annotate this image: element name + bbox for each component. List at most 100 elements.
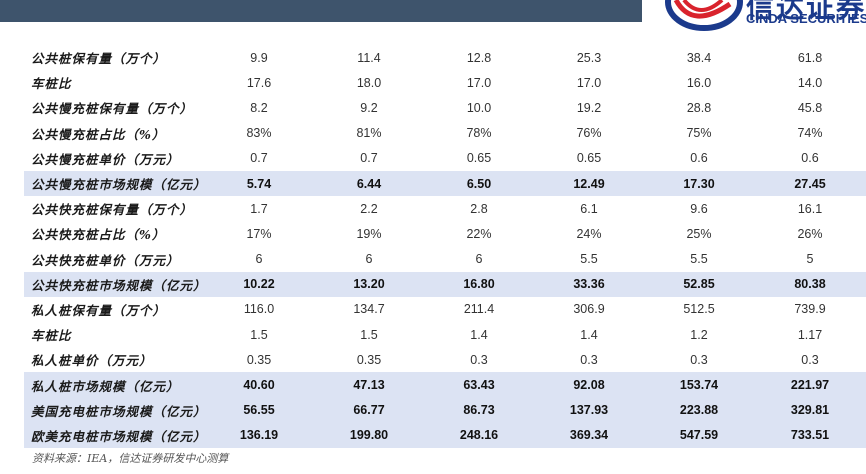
table-cell: 5.5 — [690, 252, 708, 267]
table-row: 车桩比 17.6 18.0 17.0 17.0 16.0 14.0 — [24, 70, 866, 95]
logo-english-name: CINDA SECURITIES — [746, 11, 866, 26]
table-cell: 9.6 — [690, 201, 708, 216]
table-cell: 25.3 — [576, 50, 602, 65]
table-cell: 66.77 — [314, 397, 424, 423]
table-cell: 1.4 — [580, 327, 598, 342]
table-cell: 27.45 — [754, 170, 866, 197]
table-cell: 211.4 — [463, 302, 495, 317]
table-cell: 0.3 — [690, 352, 708, 367]
table-cell: 74% — [797, 126, 823, 141]
row-label: 公共快充桩占比（%） — [31, 227, 166, 243]
table-cell: 0.7 — [250, 151, 268, 166]
table-row: 公共慢充桩市场规模（亿元） 5.74 6.44 6.50 12.49 17.30 27.45 — [24, 170, 866, 197]
table-cell: 1.4 — [470, 327, 488, 342]
table-cell: 63.43 — [424, 372, 534, 398]
table-row: 私人桩单价（万元） 0.35 0.35 0.3 0.3 0.3 0.3 — [24, 347, 866, 372]
table-cell: 0.3 — [470, 352, 488, 367]
table-cell: 0.65 — [576, 151, 602, 166]
table-cell: 17.0 — [576, 75, 602, 90]
cinda-emblem-icon — [665, 0, 743, 31]
charging-pile-market-table: 公共桩保有量（万个） 9.9 11.4 12.8 25.3 38.4 61.8 车桩比 17.6… — [24, 45, 866, 448]
table-cell: 733.51 — [754, 422, 866, 448]
cinda-logo: 信达证券 CINDA SECURITIES — [660, 0, 866, 36]
table-cell: 9.2 — [360, 100, 378, 115]
row-label: 公共快充桩保有量（万个） — [31, 202, 194, 218]
row-label: 公共慢充桩保有量（万个） — [31, 101, 194, 117]
table-cell: 6 — [365, 252, 373, 267]
row-label: 私人桩保有量（万个） — [31, 302, 167, 318]
header-bar — [0, 0, 642, 22]
table-cell: 1.7 — [250, 201, 268, 216]
source-footnote: 资料来源：IEA，信达证券研发中心测算 — [32, 452, 229, 465]
row-label: 欧美充电桩市场规模（亿元） — [24, 422, 206, 448]
table-cell: 0.3 — [580, 352, 598, 367]
table-row: 公共慢充桩占比（%） 83% 81% 78% 76% 75% 74% — [24, 121, 866, 146]
table-cell: 369.34 — [534, 422, 644, 448]
table-cell: 1.5 — [250, 327, 268, 342]
table-cell: 16.0 — [686, 75, 712, 90]
table-cell: 134.7 — [353, 302, 385, 317]
table-cell: 16.1 — [797, 201, 823, 216]
table-cell: 116.0 — [243, 302, 275, 317]
table-cell: 14.0 — [797, 75, 823, 90]
table-cell: 61.8 — [797, 50, 823, 65]
table-row: 私人桩市场规模（亿元） 40.60 47.13 63.43 92.08 153.74 221… — [24, 372, 866, 398]
row-label: 车桩比 — [31, 328, 72, 344]
table-cell: 547.59 — [644, 422, 754, 448]
table-cell: 136.19 — [204, 422, 314, 448]
table-cell: 86.73 — [424, 397, 534, 423]
table-cell: 9.9 — [250, 50, 268, 65]
table-row: 公共快充桩占比（%） 17% 19% 22% 24% 25% 26% — [24, 221, 866, 246]
table-cell: 0.35 — [246, 352, 272, 367]
row-label: 美国充电桩市场规模（亿元） — [24, 397, 206, 423]
table-cell: 0.7 — [360, 151, 378, 166]
table-cell: 19% — [356, 226, 382, 241]
table-cell: 26% — [797, 226, 823, 241]
table-cell: 199.80 — [314, 422, 424, 448]
table-cell: 81% — [356, 126, 382, 141]
table-cell: 1.17 — [797, 327, 823, 342]
row-label: 公共慢充桩单价（万元） — [31, 151, 180, 167]
table-cell: 1.2 — [690, 327, 708, 342]
table-row: 公共桩保有量（万个） 9.9 11.4 12.8 25.3 38.4 61.8 — [24, 45, 866, 70]
table-cell: 45.8 — [797, 100, 823, 115]
logo-chinese-name: 信达证券 — [746, 0, 866, 24]
table-cell: 78% — [466, 126, 492, 141]
table-cell: 0.35 — [356, 352, 382, 367]
row-label: 公共慢充桩占比（%） — [31, 126, 166, 142]
table-cell: 76% — [576, 126, 602, 141]
table-cell: 0.3 — [801, 352, 819, 367]
table-cell: 17% — [246, 226, 272, 241]
table-cell: 5.5 — [580, 252, 598, 267]
row-label: 公共快充桩市场规模（亿元） — [24, 271, 206, 297]
row-label: 公共快充桩单价（万元） — [31, 252, 180, 268]
table-cell: 75% — [686, 126, 712, 141]
table-row: 公共快充桩市场规模（亿元） 10.22 13.20 16.80 33.36 52.85 80… — [24, 271, 866, 297]
table-row: 公共慢充桩单价（万元） 0.7 0.7 0.65 0.65 0.6 0.6 — [24, 146, 866, 171]
table-cell: 2.8 — [470, 201, 488, 216]
table-cell: 739.9 — [794, 302, 826, 317]
row-label: 公共慢充桩市场规模（亿元） — [24, 170, 206, 197]
table-cell: 6 — [255, 252, 263, 267]
table-cell: 80.38 — [754, 271, 866, 297]
table-cell: 11.4 — [357, 50, 381, 65]
table-cell: 221.97 — [754, 372, 866, 398]
table-cell: 47.13 — [314, 372, 424, 398]
table-row: 公共快充桩保有量（万个） 1.7 2.2 2.8 6.1 9.6 16.1 — [24, 196, 866, 221]
table-cell: 329.81 — [754, 397, 866, 423]
table-cell: 6.50 — [424, 170, 534, 197]
table-cell: 8.2 — [250, 100, 268, 115]
table-cell: 24% — [576, 226, 602, 241]
table-cell: 6.44 — [314, 170, 424, 197]
table-cell: 5 — [806, 252, 814, 267]
table-cell: 25% — [686, 226, 712, 241]
table-cell: 6.1 — [580, 201, 598, 216]
table-cell: 12.8 — [466, 50, 492, 65]
table-cell: 16.80 — [424, 271, 534, 297]
table-cell: 2.2 — [360, 201, 378, 216]
table-cell: 137.93 — [534, 397, 644, 423]
row-label: 车桩比 — [31, 76, 72, 92]
table-cell: 0.65 — [466, 151, 492, 166]
table-cell: 223.88 — [644, 397, 754, 423]
table-cell: 56.55 — [204, 397, 314, 423]
